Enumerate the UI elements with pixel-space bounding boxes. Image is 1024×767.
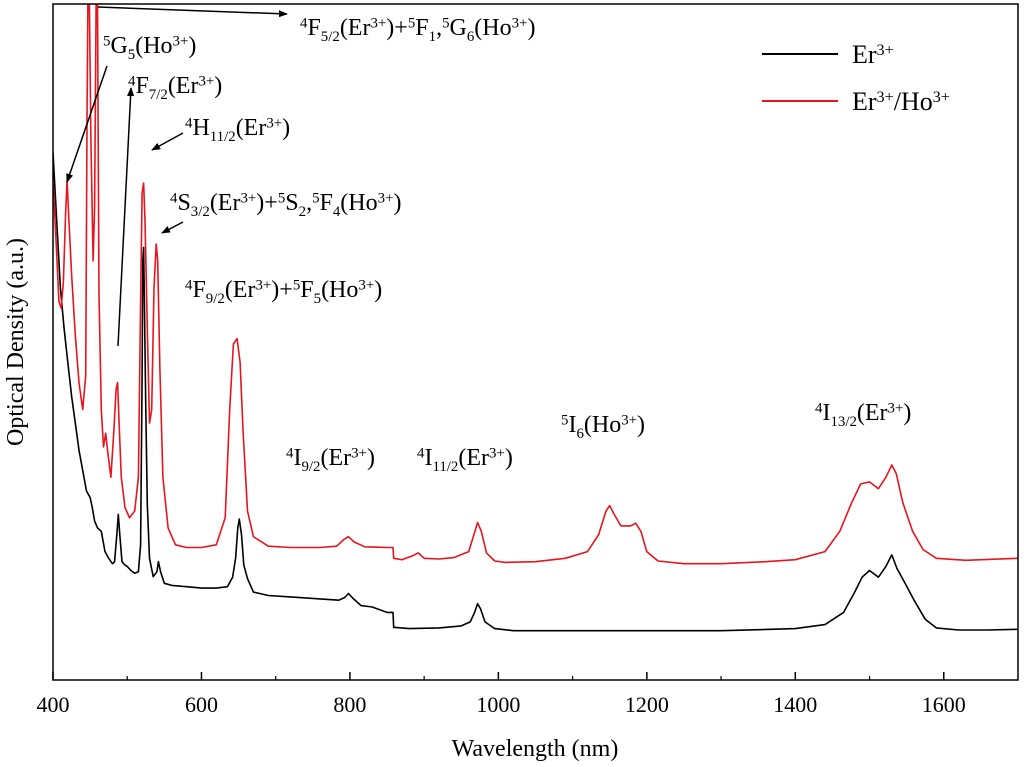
annotation-4s32: 4​S3/2​(Er3+​)+5​S2​,5​F4​(Ho3+​) <box>170 190 401 220</box>
annotation-4i92: 4​I9/2​(Er3+​) <box>286 445 375 475</box>
x-tick-label-400: 400 <box>37 692 70 717</box>
series-line-er <box>53 152 1018 632</box>
series-line-er-ho <box>53 4 1018 565</box>
annotation-5g5: 5​G5​(Ho3+​) <box>103 33 196 63</box>
annotation-4h112: 4​H11/2​(Er3+​) <box>185 115 290 145</box>
arrow-4h112 <box>151 132 184 151</box>
annotation-4f92: 4​F9/2​(Er3+​)+5​F5​(Ho3+​) <box>185 277 382 307</box>
x-tick-label-800: 800 <box>333 692 366 717</box>
x-tick-label-1400: 1400 <box>773 692 817 717</box>
legend-label-er-ho: Er3+​/Ho3+​ <box>852 87 950 116</box>
x-tick-label-600: 600 <box>185 692 218 717</box>
annotation-4f52: 4​F5/2​(Er3+​)+5​F1​,5​G6​(Ho3+​) <box>300 15 535 45</box>
legend-label-er: Er3+​ <box>852 40 894 69</box>
arrow-4f52 <box>97 6 288 18</box>
arrow-4f72 <box>117 87 135 347</box>
annotation-4i112: 4​I11/2​(Er3+​) <box>417 445 513 475</box>
x-tick-label-1000: 1000 <box>476 692 520 717</box>
x-tick-label-1600: 1600 <box>922 692 966 717</box>
x-tick-label-1200: 1200 <box>625 692 669 717</box>
annotation-4f72: 4​F7/2​(Er3+​) <box>128 73 222 103</box>
annotations: 5​G5​(Ho3+​) 4​F5/2​(Er3+​)+5​F1​,5​G6​(… <box>66 6 911 475</box>
x-axis-title: Wavelength (nm) <box>452 736 619 762</box>
annotation-5i6: 5​I6​(Ho3+​) <box>561 412 645 442</box>
annotation-4i132: 4​I13/2​(Er3+​) <box>815 400 911 430</box>
y-axis-title: Optical Density (a.u.) <box>3 238 29 446</box>
plot-frame <box>52 3 1019 681</box>
legend: Er3+​ Er3+​/Ho3+​ <box>762 40 950 116</box>
arrow-4s32 <box>161 221 184 234</box>
x-axis: 400 600 800 1000 1200 1400 1600 <box>37 672 966 717</box>
arrow-5g5 <box>66 65 108 183</box>
plot-area <box>53 4 1018 632</box>
